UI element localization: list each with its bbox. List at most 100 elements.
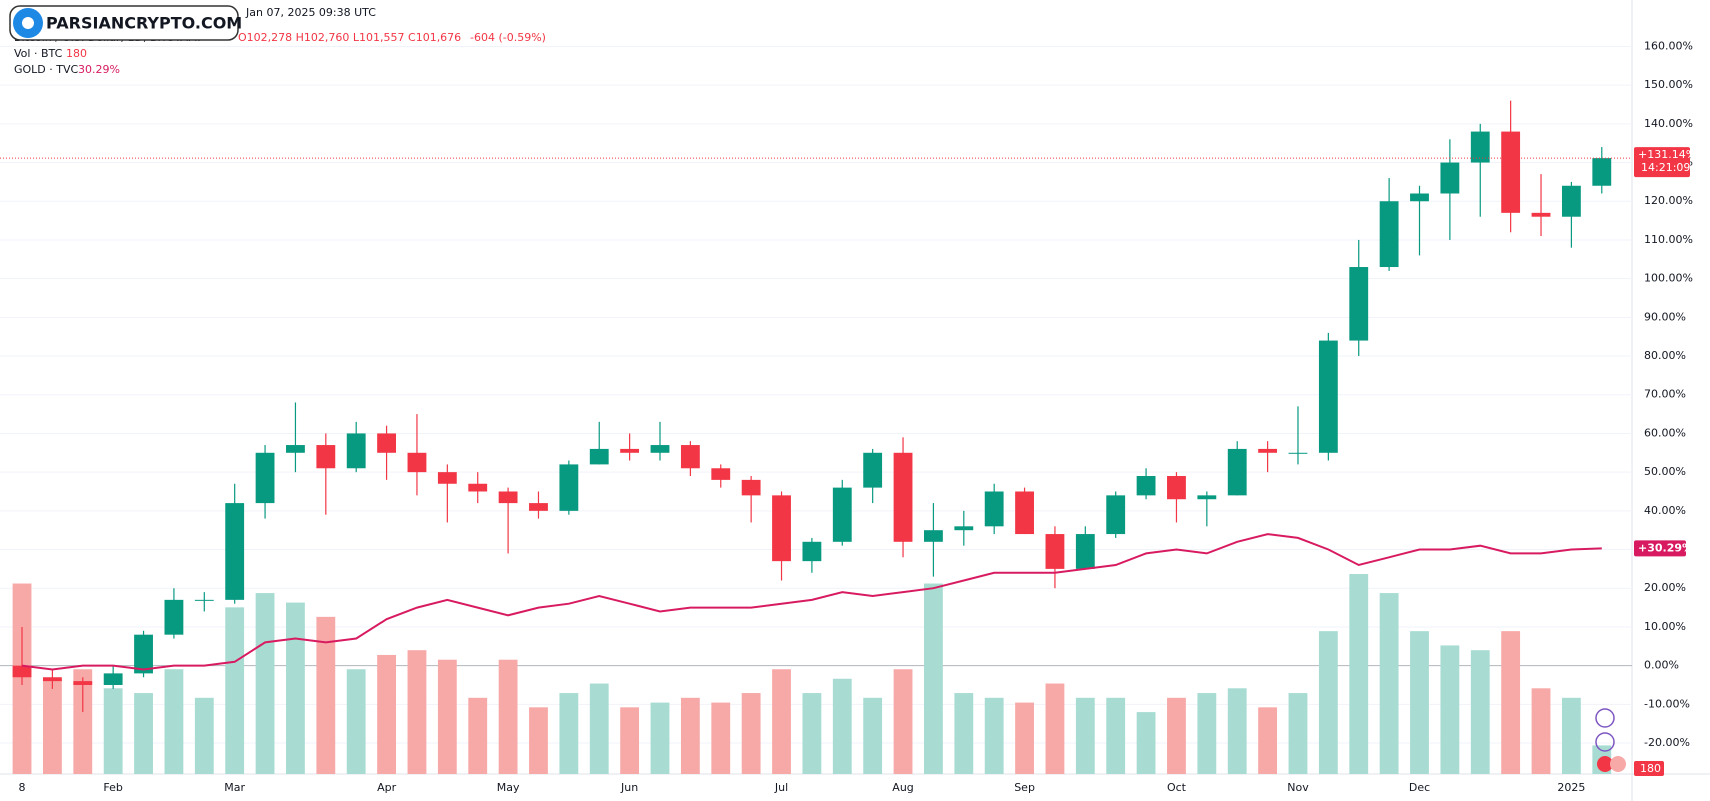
candle-body [1136,476,1156,496]
candle-body [225,503,245,600]
last-price-label: +131.14% [1638,148,1696,161]
volume-bar [1349,574,1369,774]
volume-bar [1470,650,1490,774]
volume-bar [954,693,974,774]
y-tick-label: 20.00% [1644,581,1686,594]
volume-bar [741,693,761,774]
y-tick-label: -20.00% [1644,736,1690,749]
candle-body [893,452,913,542]
volume-last-label: 180 [1640,762,1661,775]
volume-bar [1075,697,1095,774]
volume-bar [42,678,62,774]
candle-body [741,479,761,496]
volume-bar [103,688,123,774]
candle-body [1075,534,1095,569]
candle-body [255,452,275,504]
gold-line [21,533,1602,671]
y-tick-label: 90.00% [1644,310,1686,323]
candle-body [650,445,670,453]
candle-body [954,526,974,531]
volume-bar [346,669,366,774]
candle-body [924,530,943,542]
volume-bar [1379,593,1399,774]
y-tick-label: 0.00% [1644,659,1679,672]
candle-body [559,464,579,511]
y-tick-label: -10.00% [1644,697,1690,710]
volume-bar [1258,707,1278,774]
candle-body [529,503,548,511]
volume-bar [680,697,700,774]
volume-bar [711,702,731,774]
candle-body [103,673,123,685]
candle-body [286,445,305,453]
y-tick-label: 70.00% [1644,388,1686,401]
icon [1597,756,1613,772]
ohlc: O102,278 H102,760 L101,557 C101,676 [238,31,461,44]
change: -604 (-0.59%) [470,31,546,44]
volume-bar [650,702,670,774]
countdown: 14:21:09 [1641,161,1690,174]
candle-body [620,448,640,453]
x-tick-label: Dec [1409,781,1430,794]
side-icons [1595,708,1626,772]
x-tick-label: Feb [103,781,122,794]
volume-name: Vol · BTC [14,47,63,60]
x-tick-label: Jul [774,781,788,794]
volume-bar [1410,631,1429,774]
y-tick-label: 160.00% [1644,39,1693,52]
candle-body [12,665,32,678]
gold-last-box [1634,540,1686,557]
volume-bar [225,607,245,774]
plot-area [0,45,1632,774]
volume-bar [984,697,1004,774]
candle-body [680,445,700,469]
candle-body [1501,131,1521,213]
candle-body [1379,201,1399,268]
volume-bar [1106,697,1126,774]
candle-body [1227,448,1247,496]
volume-bar [1318,631,1338,774]
volume-bar [1136,712,1156,774]
candle-body [1349,267,1369,341]
candle-body [863,452,883,488]
watermark-box [9,5,239,41]
candle-body [832,487,852,542]
volume-bar [1501,631,1521,774]
y-tick-label: 80.00% [1644,349,1686,362]
x-tick-label: Apr [377,781,397,794]
candle-body [437,472,457,484]
icon [1595,732,1615,752]
volume-bar [924,583,943,774]
candle-body [346,433,366,469]
candle-body [1410,193,1429,202]
volume-bar [1440,645,1460,774]
candle-body [802,541,822,562]
volume-bar [1167,697,1186,774]
candle-body [1167,476,1186,500]
volume-bar [1015,702,1034,774]
publish-info: Jan 07, 2025 09:38 UTC [245,6,376,19]
candle-body [1045,534,1065,569]
volume-bar [529,707,548,774]
candle-body [1470,131,1490,163]
volume-bar [316,616,336,774]
volume-bar [73,669,93,774]
volume-bar [1288,693,1308,774]
volume-bar [1531,688,1551,774]
volume-bar [134,693,153,774]
volume-bar [620,707,640,774]
icon [1610,756,1626,772]
y-tick-label: 10.00% [1644,620,1686,633]
volume-bar [1561,697,1581,774]
candle-body [407,452,427,473]
x-tick-label: Sep [1014,781,1035,794]
volume-bar [164,669,184,774]
candle-body [194,599,214,601]
candle-body [984,491,1004,527]
x-tick-label: 2025 [1557,781,1585,794]
candle-body [164,599,184,635]
x-tick-label: May [497,781,520,794]
candle-body [589,448,609,465]
volume-bar [498,659,518,774]
